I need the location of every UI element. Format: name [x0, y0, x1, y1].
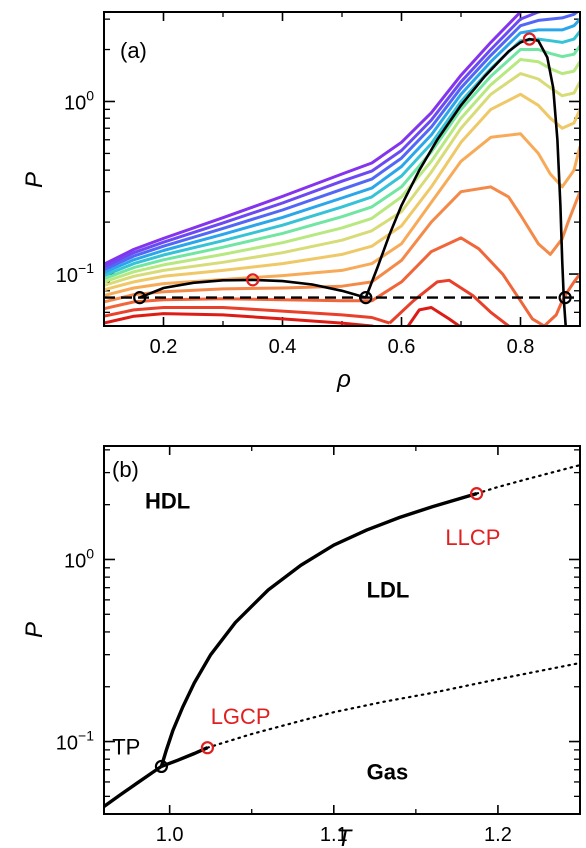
triple-point-marker	[133, 291, 147, 305]
panel-a-xtick-label: 0.4	[269, 336, 297, 358]
critical-point-marker	[200, 741, 215, 755]
panel-a-ylabel: P	[21, 172, 48, 188]
isotherm-line	[388, 278, 511, 326]
triple-point-marker	[558, 291, 572, 305]
panel-b-xlabel: T	[337, 825, 354, 848]
panel-a-label: (a)	[120, 38, 147, 63]
panel-b-ytick-label: 10−1	[56, 728, 94, 755]
panel-b-xtick-label: 1.0	[156, 824, 184, 846]
isotherm-line	[104, 185, 580, 304]
panel-a-ytick-label: 10−1	[56, 260, 94, 287]
panel-a-xlabel: ρ	[336, 366, 351, 393]
panel-a-xtick-label: 0.6	[388, 336, 416, 358]
panel-a-xtick-label: 0.8	[507, 336, 535, 358]
panel-b-ylabel: P	[21, 622, 48, 638]
isotherm-line	[104, 92, 580, 292]
annotation-ldl: LDL	[367, 577, 410, 602]
annotation-llcp: LLCP	[445, 525, 500, 550]
isotherm-line	[104, 30, 580, 277]
isotherm-line	[104, 12, 525, 266]
isotherm-line	[104, 58, 580, 284]
annotation-tp: TP	[112, 734, 140, 759]
panel-b-xtick-label: 1.2	[484, 824, 512, 846]
panel-a: (a) ρ P 0.2 0.4 0.6 0.8 10−1 100	[21, 11, 581, 393]
panel-b: (b) HDL LDL Gas TP LGCP LLCP T P 1.0 1.1 1.2 10…	[21, 445, 581, 848]
liquid-liquid-binodal	[364, 37, 567, 326]
lg-widom-extension	[206, 661, 580, 749]
critical-point-marker	[469, 487, 484, 501]
isotherm-line	[104, 18, 580, 274]
panel-a-xtick-label: 0.2	[150, 336, 178, 358]
gas-coexistence-line	[104, 764, 163, 808]
critical-point-marker	[246, 273, 260, 287]
isotherm-line	[560, 273, 580, 302]
ll-coexistence-line	[159, 491, 478, 767]
isotherm-line	[406, 306, 462, 326]
isotherm-line	[104, 236, 564, 326]
panel-b-xtick-label: 1.1	[320, 824, 348, 846]
annotation-lgcp: LGCP	[211, 704, 271, 729]
panel-a-frame	[103, 11, 581, 327]
triple-point-marker	[154, 759, 169, 774]
isotherm-line	[104, 312, 378, 326]
isotherm-line	[104, 12, 547, 269]
critical-point-marker	[522, 32, 537, 46]
isotherm-line	[104, 132, 580, 298]
liquid-gas-binodal	[139, 278, 367, 299]
isotherm-line	[104, 306, 391, 325]
panel-a-ytick-label: 100	[64, 87, 94, 114]
panel-b-label: (b)	[112, 457, 139, 482]
ll-widom-extension	[475, 464, 580, 495]
isotherm-line	[104, 12, 580, 272]
triple-point-marker	[359, 291, 373, 305]
annotation-hdl: HDL	[145, 489, 190, 514]
lg-coexistence-line	[160, 746, 209, 768]
panel-b-frame	[103, 445, 581, 815]
panel-b-ytick-label: 100	[64, 545, 94, 572]
annotation-gas: Gas	[367, 759, 409, 784]
